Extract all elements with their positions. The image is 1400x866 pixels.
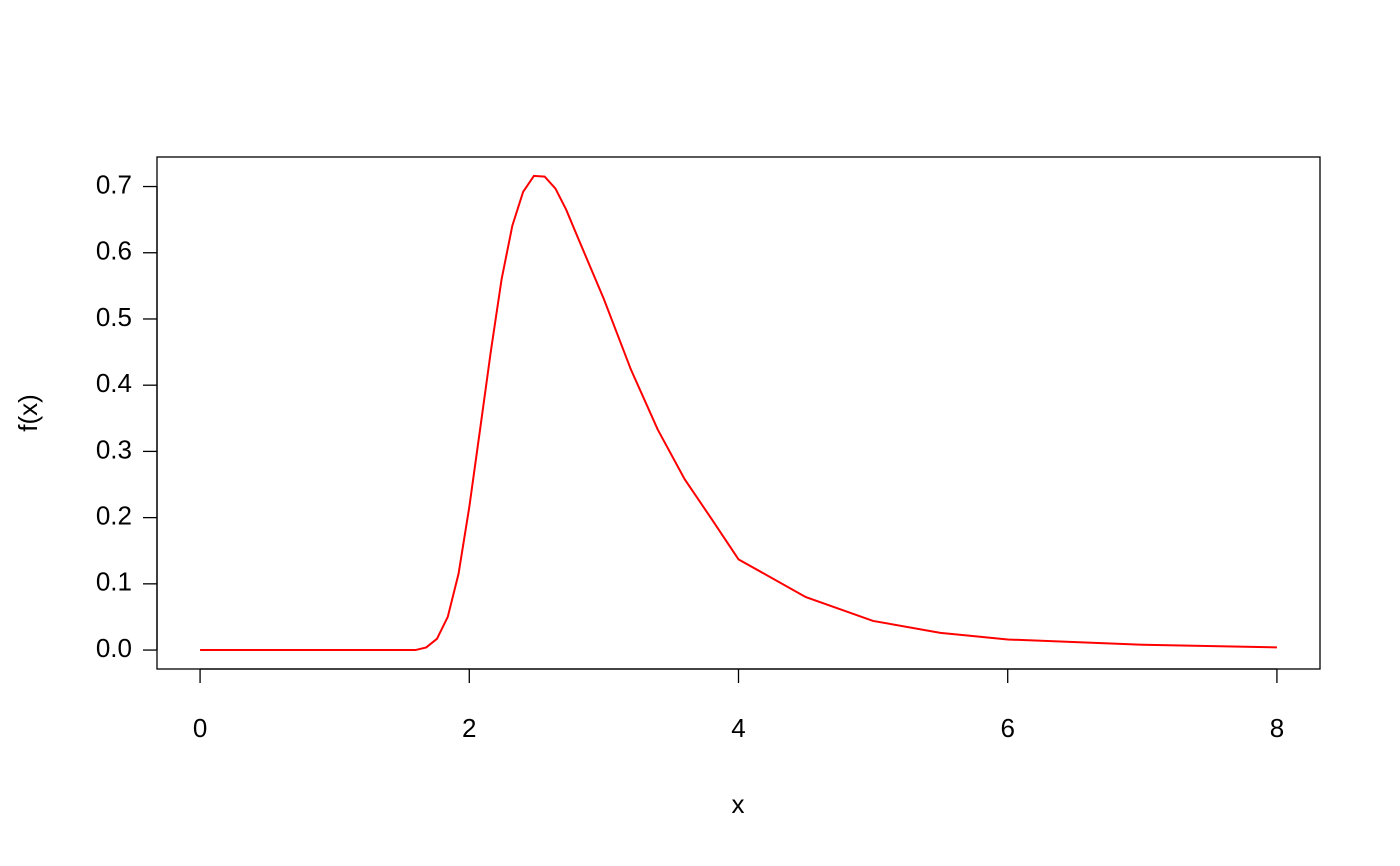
x-tick-label: 8: [1270, 713, 1284, 743]
y-axis-label: f(x): [13, 394, 43, 432]
y-tick-label: 0.4: [96, 368, 132, 398]
x-tick-label: 0: [193, 713, 207, 743]
data-line: [200, 174, 1277, 652]
x-tick-label: 6: [1000, 713, 1014, 743]
x-axis-label: x: [732, 789, 745, 819]
y-tick-label: 0.1: [96, 567, 132, 597]
plot-box: [156, 156, 1321, 670]
y-tick-label: 0.3: [96, 434, 132, 464]
y-tick-label: 0.2: [96, 500, 132, 530]
y-tick-label: 0.5: [96, 302, 132, 332]
x-tick-label: 4: [731, 713, 745, 743]
x-tick-label: 2: [462, 713, 476, 743]
y-tick-label: 0.7: [96, 169, 132, 199]
y-tick-label: 0.0: [96, 633, 132, 663]
y-tick-label: 0.6: [96, 236, 132, 266]
